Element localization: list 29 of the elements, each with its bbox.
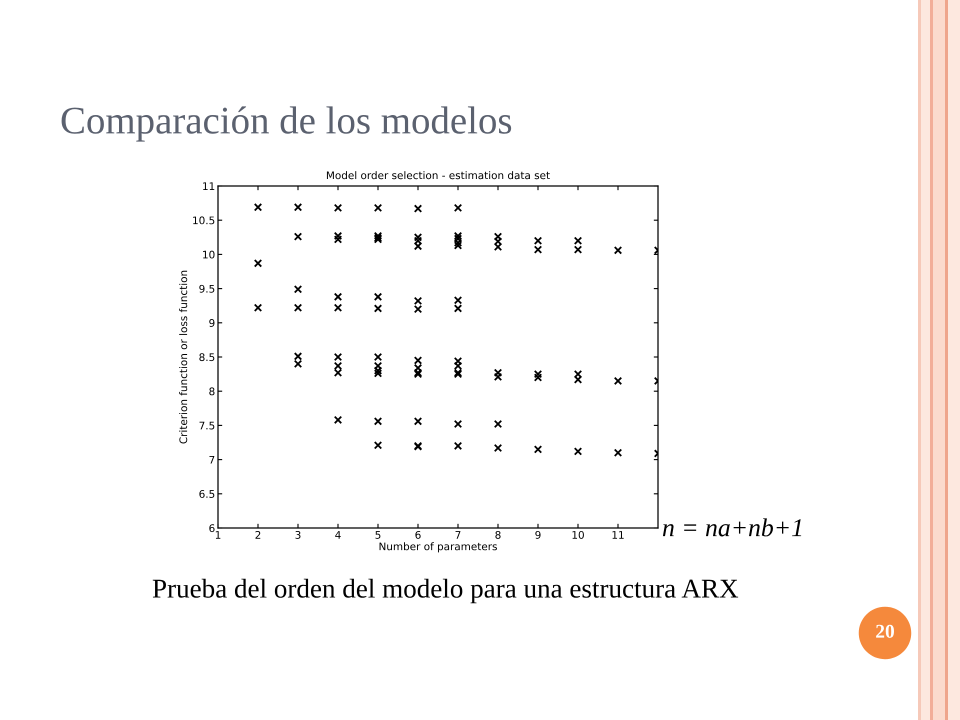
text: Prueba del orden del modelo para una estructura ARX	[152, 578, 738, 604]
y-tick-label: 7.5	[200, 422, 214, 430]
x-tick-label: 9	[535, 530, 541, 539]
y-tick-label: 9.5	[199, 284, 214, 293]
y-tick-label: 8	[209, 387, 215, 396]
y-tick-label: 8.5	[199, 353, 214, 362]
y-tick-label: 6.5	[199, 490, 214, 498]
x-tick-label: 2	[255, 530, 260, 539]
x-tick-label: 10	[572, 530, 584, 539]
x-tick-label: 6	[415, 530, 421, 539]
text: 20	[876, 624, 894, 638]
x-tick-label: 5	[375, 531, 380, 539]
y-tick-label: 9	[209, 319, 214, 327]
x-tick-label: 3	[295, 530, 300, 539]
x-tick-label: 7	[456, 531, 460, 539]
x-axis-title: Number of parameters	[380, 542, 497, 552]
x-tick-label: 4	[335, 531, 341, 539]
y-tick-label: 10.5	[193, 216, 214, 224]
y-tick-label: 11	[203, 182, 214, 190]
text: n = na+nb+1	[662, 518, 802, 536]
y-tick-label: 10	[203, 250, 215, 259]
chart-subtitle: Model order selection - estimation data set	[326, 171, 550, 180]
x-tick-label: 8	[495, 530, 501, 539]
x-tick-label: 1	[216, 531, 220, 539]
y-tick-label: 6	[209, 524, 215, 532]
y-tick-label: 7	[209, 456, 214, 464]
x-tick-label: 11	[612, 531, 624, 539]
y-axis-title: Criterion function or loss function	[179, 270, 188, 444]
chart-title: Comparación de los modelos	[62, 106, 512, 142]
